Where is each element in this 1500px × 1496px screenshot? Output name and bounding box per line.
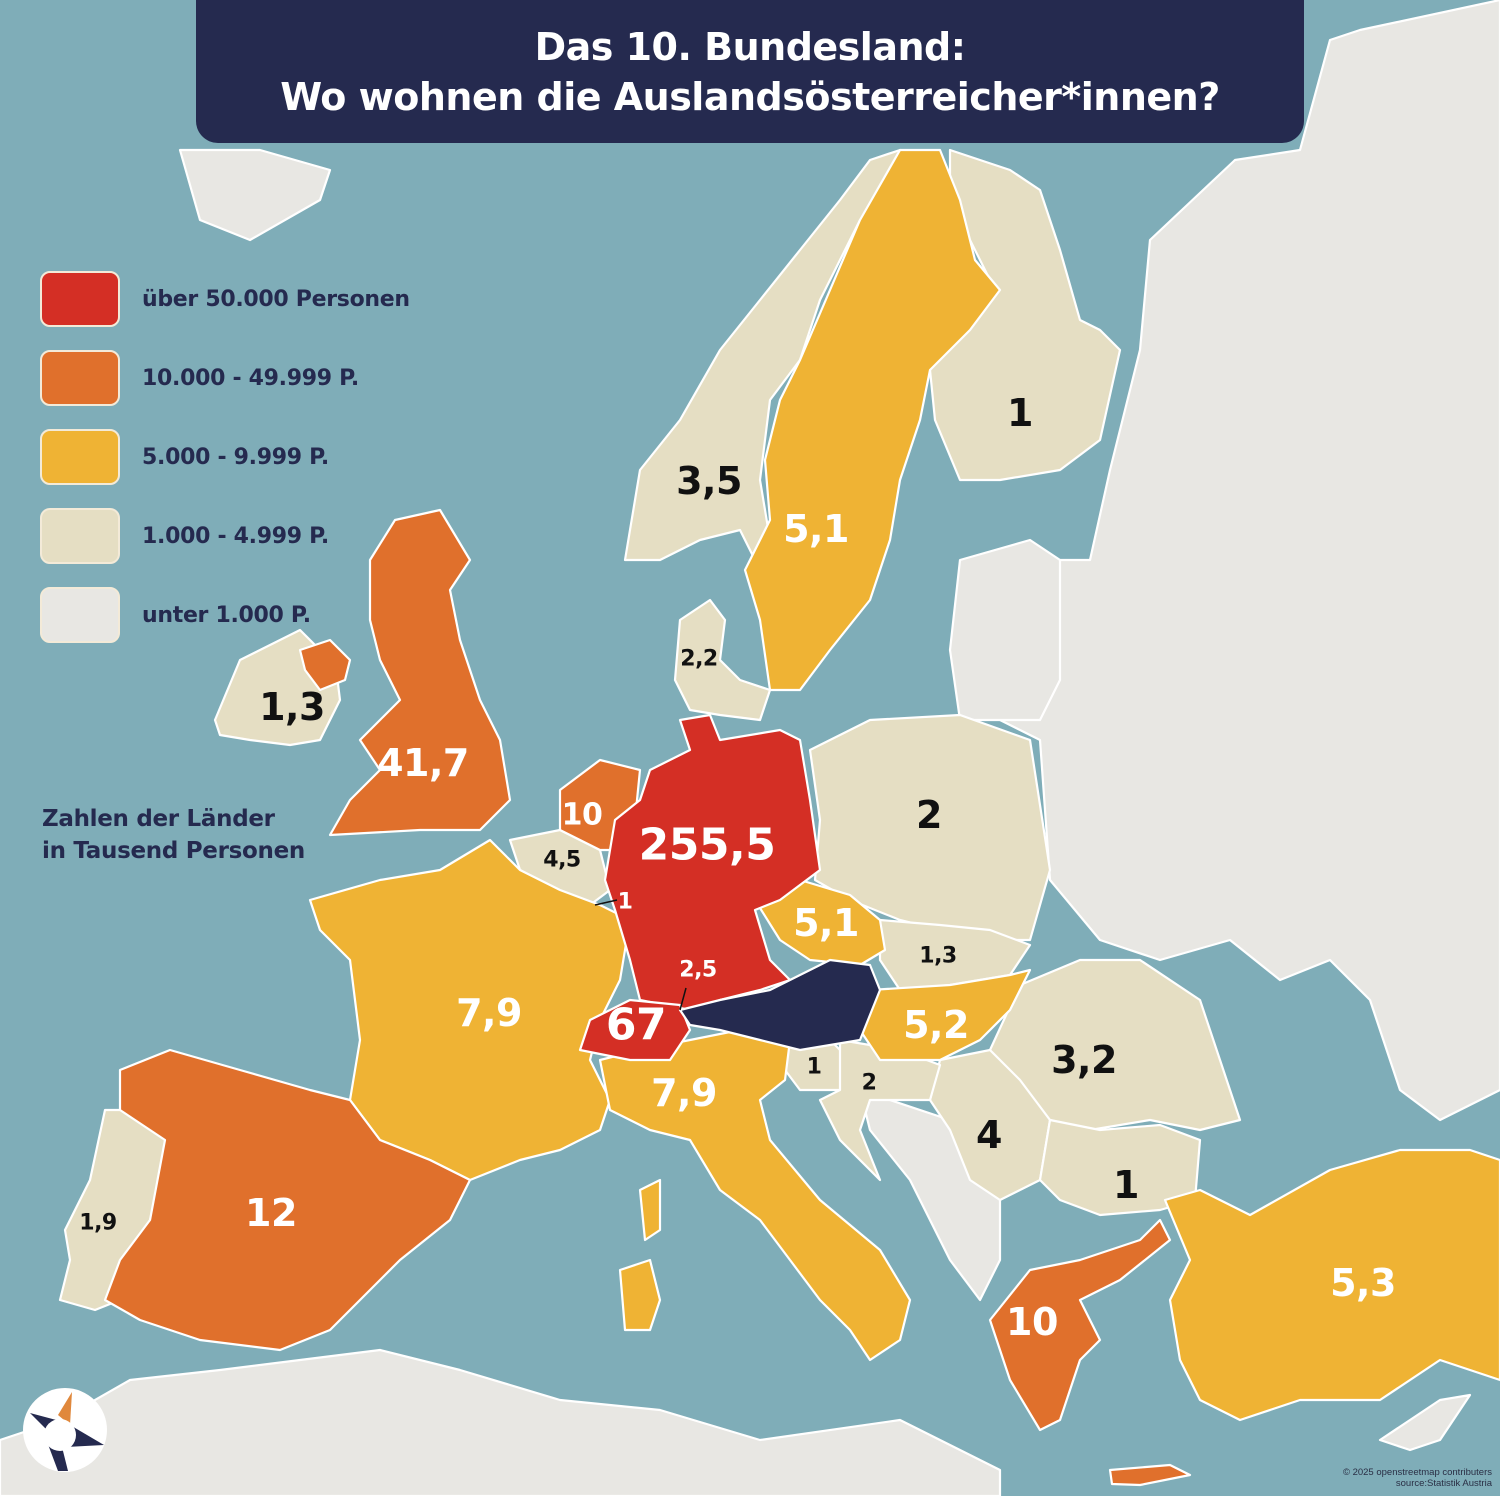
legend-item-1000-4999: 1.000 - 4.999 P. [40,507,410,565]
country-corsica [638,1178,662,1242]
value-slovenia: 1 [806,1054,822,1080]
units-note-line-2: in Tausend Personen [42,838,305,864]
value-luxembourg: 1 [617,889,633,915]
value-greece: 10 [1006,1300,1058,1344]
legend-label: über 50.000 Personen [142,286,410,312]
value-slovakia: 1,3 [919,943,957,969]
value-bulgaria: 1 [1113,1163,1139,1207]
country-crete [1108,1463,1192,1487]
value-germany: 255,5 [638,819,776,871]
compass-logo-icon [23,1388,107,1472]
country-serbia [928,1048,1052,1202]
value-czechia: 5,1 [793,901,859,945]
country-spain [103,1048,472,1352]
land-greenland-top [178,148,332,242]
legend-item-over-50000: über 50.000 Personen [40,270,410,328]
value-sweden: 5,1 [783,507,849,551]
legend-swatch-orange [40,350,120,406]
title-banner: Das 10. Bundesland: Wo wohnen die Auslan… [196,0,1304,143]
value-turkey: 5,3 [1330,1261,1396,1305]
value-poland: 2 [916,793,942,837]
country-hungary [858,968,1032,1062]
credit-line-1: © 2025 openstreetmap contributers [1342,1467,1492,1478]
country-switzerland [578,998,692,1062]
legend-label: 5.000 - 9.999 P. [142,444,329,470]
value-finland: 1 [1007,391,1033,435]
value-uk: 41,7 [377,741,469,785]
credit-text: © 2025 openstreetmap contributers source… [1343,1467,1492,1489]
legend-swatch-grey [40,587,120,643]
leader-line-liechtenstein [679,987,687,1011]
title-line-2: Wo wohnen die Auslandsösterreicher*innen… [280,74,1220,119]
legend-swatch-beige [40,508,120,564]
value-liechtenstein: 2,5 [679,957,717,983]
country-germany [603,713,822,1012]
land-baltics [948,538,1062,722]
value-romania: 3,2 [1051,1038,1117,1082]
value-belgium: 4,5 [543,847,581,873]
value-serbia: 4 [976,1113,1002,1157]
credit-line-2: source:Statistik Austria [1395,1478,1492,1489]
legend-label: 1.000 - 4.999 P. [142,523,329,549]
country-turkey [1163,1148,1500,1422]
country-czechia [753,878,887,967]
legend-label: unter 1.000 P. [142,602,311,628]
country-greece [988,1218,1172,1432]
title-line-1: Das 10. Bundesland: [534,24,966,69]
country-uk [328,508,512,837]
country-sweden [743,148,1002,692]
land-cyprus [1378,1393,1472,1452]
units-note-line-1: Zahlen der Länder [42,806,275,832]
legend-label: 10.000 - 49.999 P. [142,365,359,391]
value-netherlands: 10 [561,797,603,833]
value-norway: 3,5 [676,459,742,503]
country-austria [678,958,882,1052]
value-france: 7,9 [456,991,522,1035]
legend: über 50.000 Personen 10.000 - 49.999 P. … [40,270,410,665]
legend-item-10000-49999: 10.000 - 49.999 P. [40,349,410,407]
legend-item-under-1000: unter 1.000 P. [40,586,410,644]
value-hungary: 5,2 [903,1003,969,1047]
land-africa [0,1348,1002,1496]
legend-item-5000-9999: 5.000 - 9.999 P. [40,428,410,486]
legend-swatch-yellow [40,429,120,485]
country-sardinia [618,1258,662,1332]
value-portugal: 1,9 [79,1210,117,1236]
value-denmark: 2,2 [680,646,718,672]
value-ireland: 1,3 [259,685,325,729]
value-spain: 12 [245,1191,297,1235]
value-switzerland: 67 [605,999,667,1051]
value-italy: 7,9 [651,1071,717,1115]
leader-line-luxembourg [594,899,618,906]
legend-swatch-red [40,271,120,327]
country-northern-ireland [298,638,352,692]
units-note: Zahlen der Länder in Tausend Personen [42,803,305,867]
value-croatia: 2 [861,1070,877,1096]
